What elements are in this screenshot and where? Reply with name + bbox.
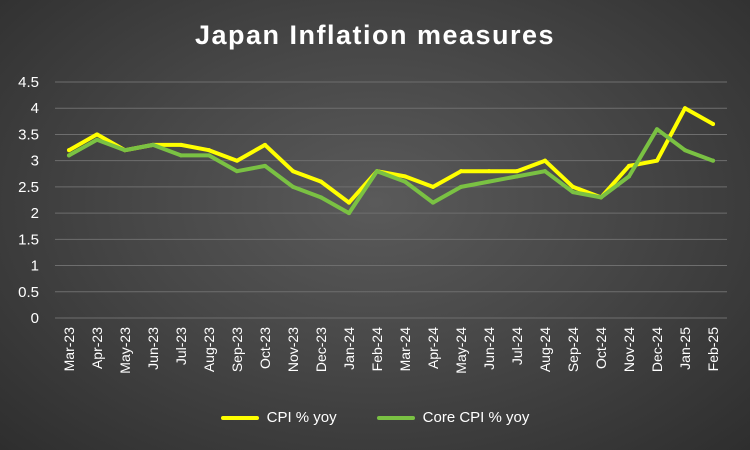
data-point bbox=[179, 153, 183, 158]
data-point bbox=[95, 132, 99, 137]
x-tick-label: Aug-24 bbox=[537, 327, 553, 372]
data-point bbox=[543, 158, 547, 163]
x-tick-label: Jun-23 bbox=[145, 327, 161, 370]
y-tick-label: 3.5 bbox=[18, 126, 39, 143]
data-point bbox=[711, 158, 715, 163]
x-tick-label: Aug-23 bbox=[201, 327, 217, 372]
series-line-core-cpi bbox=[67, 127, 715, 216]
y-tick-label: 2 bbox=[31, 205, 39, 222]
data-point bbox=[711, 121, 715, 126]
x-tick-label: Mar-23 bbox=[61, 327, 77, 372]
data-point bbox=[347, 200, 351, 205]
x-tick-label: Apr-24 bbox=[425, 327, 441, 369]
data-point bbox=[431, 200, 435, 205]
data-point bbox=[403, 179, 407, 184]
data-point bbox=[683, 148, 687, 153]
data-point bbox=[291, 169, 295, 174]
y-tick-label: 0.5 bbox=[18, 284, 39, 301]
legend-swatch-cpi bbox=[220, 415, 259, 420]
data-point bbox=[515, 174, 519, 179]
x-tick-label: Jul-23 bbox=[173, 327, 189, 365]
x-tick-label: Oct-24 bbox=[593, 327, 609, 369]
data-point bbox=[263, 142, 267, 147]
data-point bbox=[683, 106, 687, 111]
x-tick-label: Feb-24 bbox=[369, 327, 385, 372]
data-point bbox=[655, 158, 659, 163]
y-tick-label: 4 bbox=[31, 100, 39, 117]
data-point bbox=[375, 169, 379, 174]
data-point bbox=[655, 127, 659, 132]
y-tick-label: 1.5 bbox=[18, 231, 39, 248]
data-point bbox=[319, 195, 323, 200]
chart-title: Japan Inflation measures bbox=[194, 20, 556, 50]
data-point bbox=[263, 163, 267, 168]
legend-item-cpi: CPI % yoy bbox=[220, 409, 337, 426]
x-tick-label: Nov-24 bbox=[621, 327, 637, 372]
data-point bbox=[207, 148, 211, 153]
data-point bbox=[627, 174, 631, 179]
data-point bbox=[95, 137, 99, 142]
x-tick-label: Dec-23 bbox=[313, 327, 329, 372]
y-tick-label: 1 bbox=[31, 258, 39, 275]
data-point bbox=[319, 179, 323, 184]
x-tick-label: Feb-25 bbox=[705, 327, 721, 372]
data-point bbox=[403, 174, 407, 179]
x-tick-label: May-23 bbox=[117, 327, 133, 374]
y-tick-label: 4.5 bbox=[18, 74, 39, 91]
x-tick-label: Sep-23 bbox=[229, 327, 245, 372]
data-point bbox=[515, 169, 519, 174]
data-point bbox=[459, 184, 463, 189]
x-tick-label: Sep-24 bbox=[565, 327, 581, 372]
legend: CPI % yoy Core CPI % yoy bbox=[0, 409, 750, 426]
y-tick-label: 0 bbox=[31, 310, 39, 327]
data-point bbox=[67, 148, 71, 153]
legend-item-core-cpi: Core CPI % yoy bbox=[376, 409, 530, 426]
data-point bbox=[123, 148, 127, 153]
legend-label-cpi: CPI % yoy bbox=[266, 409, 337, 426]
series-line-cpi bbox=[67, 106, 715, 205]
legend-label-core-cpi: Core CPI % yoy bbox=[422, 409, 530, 426]
data-point bbox=[487, 179, 491, 184]
data-point bbox=[235, 169, 239, 174]
x-tick-label: Apr-23 bbox=[89, 327, 105, 369]
data-point bbox=[543, 169, 547, 174]
data-point bbox=[179, 142, 183, 147]
data-point bbox=[291, 184, 295, 189]
data-point bbox=[459, 169, 463, 174]
y-tick-label: 3 bbox=[31, 153, 39, 170]
data-point bbox=[67, 153, 71, 158]
data-point bbox=[571, 190, 575, 195]
x-tick-label: Jan-25 bbox=[677, 327, 693, 370]
data-point bbox=[207, 153, 211, 158]
data-point bbox=[487, 169, 491, 174]
data-point bbox=[431, 184, 435, 189]
data-point bbox=[599, 195, 603, 200]
data-point bbox=[627, 163, 631, 168]
x-tick-label: Nov-23 bbox=[285, 327, 301, 372]
data-point bbox=[347, 211, 351, 216]
x-tick-label: May-24 bbox=[453, 327, 469, 374]
x-tick-label: Jan-24 bbox=[341, 327, 357, 370]
x-tick-label: Jul-24 bbox=[509, 327, 525, 365]
data-point bbox=[151, 142, 155, 147]
x-tick-label: Mar-24 bbox=[397, 327, 413, 372]
legend-swatch-core-cpi bbox=[376, 415, 415, 420]
x-tick-label: Oct-23 bbox=[257, 327, 273, 369]
x-tick-label: Jun-24 bbox=[481, 327, 497, 370]
data-point bbox=[235, 158, 239, 163]
x-tick-label: Dec-24 bbox=[649, 327, 665, 372]
y-tick-label: 2.5 bbox=[18, 179, 39, 196]
data-point bbox=[571, 184, 575, 189]
